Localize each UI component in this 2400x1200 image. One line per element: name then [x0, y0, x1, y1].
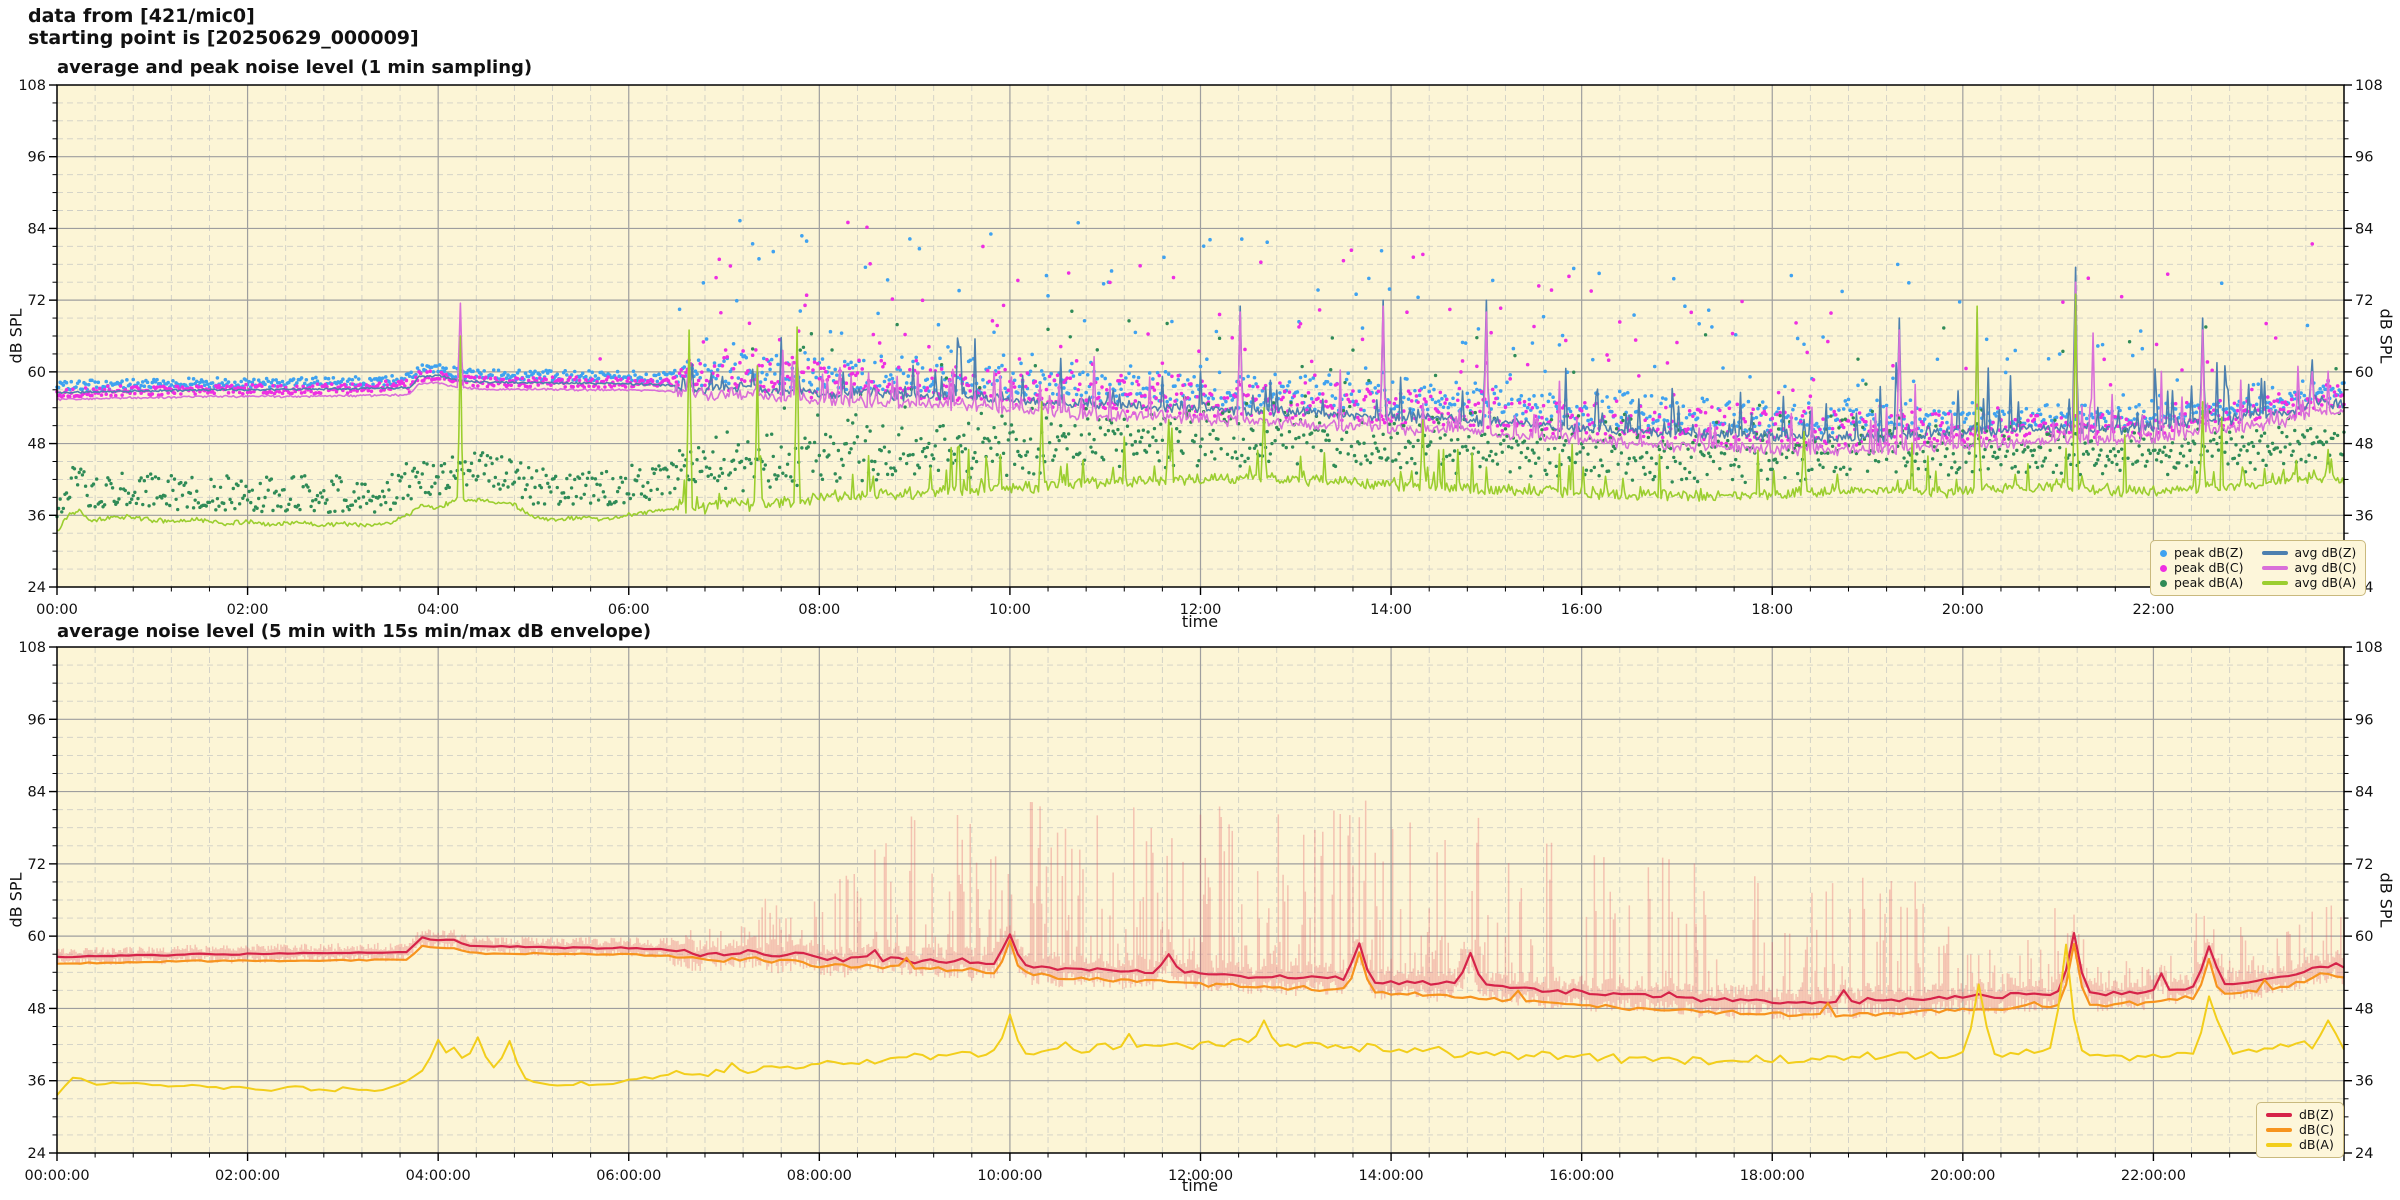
legend-label: peak dB(A) — [2174, 575, 2244, 590]
legend-label: dB(Z) — [2299, 1107, 2334, 1122]
dba-line-icon — [2266, 1143, 2292, 1147]
peak-dbc-marker-icon — [2160, 564, 2167, 572]
svg-text:60: 60 — [28, 929, 46, 945]
legend-label: avg dB(A) — [2294, 575, 2357, 590]
legend-label: avg dB(C) — [2294, 560, 2357, 575]
svg-text:06:00:00: 06:00:00 — [596, 1168, 661, 1184]
svg-text:96: 96 — [28, 150, 46, 166]
chart2-title: average noise level (5 min with 15s min/… — [57, 621, 652, 642]
svg-text:84: 84 — [2355, 221, 2373, 237]
svg-text:10:00: 10:00 — [989, 602, 1031, 618]
svg-text:24: 24 — [2355, 1146, 2373, 1162]
dbc-line-icon — [2266, 1128, 2292, 1132]
svg-text:72: 72 — [28, 857, 46, 873]
chart1-plot: 00:00 02:00 04:00 06:00 08:00 10:00 12:00 14:00… — [18, 78, 2383, 618]
svg-text:12:00: 12:00 — [1180, 602, 1222, 618]
chart2-legend: dB(Z) dB(C) dB(A) — [2256, 1102, 2344, 1158]
legend-item-avg-dbc: avg dB(C) — [2261, 560, 2357, 575]
legend-label: dB(A) — [2299, 1137, 2334, 1152]
legend-label: dB(C) — [2299, 1122, 2334, 1137]
svg-text:96: 96 — [2355, 712, 2373, 728]
svg-text:60: 60 — [2355, 365, 2373, 381]
svg-text:04:00:00: 04:00:00 — [406, 1168, 471, 1184]
svg-text:18:00: 18:00 — [1751, 602, 1793, 618]
legend-item-dbz: dB(Z) — [2266, 1108, 2334, 1122]
svg-text:10:00:00: 10:00:00 — [977, 1168, 1042, 1184]
avg-dbz-line-icon — [2261, 551, 2288, 555]
svg-text:16:00: 16:00 — [1561, 602, 1603, 618]
svg-text:36: 36 — [2355, 1074, 2373, 1090]
svg-text:22:00: 22:00 — [2133, 602, 2175, 618]
svg-text:36: 36 — [2355, 508, 2373, 524]
svg-text:84: 84 — [28, 221, 46, 237]
chart1-ylabel-right: dB SPL — [2376, 308, 2396, 364]
svg-text:12:00:00: 12:00:00 — [1168, 1168, 1233, 1184]
svg-text:20:00: 20:00 — [1942, 602, 1984, 618]
legend-item-avg-dba: avg dB(A) — [2261, 575, 2357, 590]
svg-text:08:00:00: 08:00:00 — [787, 1168, 852, 1184]
chart1-legend: peak dB(Z) peak dB(C) peak dB(A) avg dB(… — [2150, 540, 2367, 596]
svg-text:108: 108 — [18, 78, 46, 94]
svg-text:108: 108 — [18, 640, 46, 656]
legend-item-dba: dB(A) — [2266, 1138, 2334, 1152]
chart2-xlabel: time — [1181, 1176, 1219, 1195]
svg-text:00:00: 00:00 — [36, 602, 78, 618]
svg-text:60: 60 — [2355, 929, 2373, 945]
svg-text:96: 96 — [2355, 150, 2373, 166]
chart2-plot: 00:00:00 02:00:00 04:00:00 06:00:00 08:00:00… — [18, 640, 2383, 1184]
svg-text:08:00: 08:00 — [798, 602, 840, 618]
svg-text:84: 84 — [28, 785, 46, 801]
svg-text:24: 24 — [28, 580, 46, 596]
legend-item-dbc: dB(C) — [2266, 1123, 2334, 1137]
svg-text:48: 48 — [2355, 1001, 2373, 1017]
svg-text:60: 60 — [28, 365, 46, 381]
svg-text:108: 108 — [2355, 640, 2383, 656]
svg-text:14:00: 14:00 — [1370, 602, 1412, 618]
svg-text:96: 96 — [28, 712, 46, 728]
svg-text:22:00:00: 22:00:00 — [2121, 1168, 2186, 1184]
svg-text:72: 72 — [28, 293, 46, 309]
svg-text:02:00:00: 02:00:00 — [215, 1168, 280, 1184]
svg-text:48: 48 — [28, 437, 46, 453]
legend-item-peak-dbz: peak dB(Z) — [2160, 546, 2244, 560]
svg-text:14:00:00: 14:00:00 — [1359, 1168, 1424, 1184]
svg-text:72: 72 — [2355, 857, 2373, 873]
svg-text:18:00:00: 18:00:00 — [1740, 1168, 1805, 1184]
svg-text:20:00:00: 20:00:00 — [1930, 1168, 1995, 1184]
svg-text:02:00: 02:00 — [227, 602, 269, 618]
svg-text:36: 36 — [28, 1074, 46, 1090]
svg-text:24: 24 — [28, 1146, 46, 1162]
svg-text:00:00:00: 00:00:00 — [24, 1168, 89, 1184]
svg-text:48: 48 — [28, 1001, 46, 1017]
svg-text:36: 36 — [28, 508, 46, 524]
svg-text:06:00: 06:00 — [608, 602, 650, 618]
legend-item-avg-dbz: avg dB(Z) — [2261, 545, 2357, 560]
header-line2: starting point is [20250629_000009] — [28, 27, 419, 49]
chart1-title: average and peak noise level (1 min samp… — [57, 57, 533, 78]
chart1-ylabel-left: dB SPL — [6, 308, 26, 364]
header-line1: data from [421/mic0] — [28, 5, 255, 27]
legend-label: avg dB(Z) — [2294, 545, 2357, 560]
svg-text:48: 48 — [2355, 437, 2373, 453]
dbz-line-icon — [2266, 1113, 2292, 1117]
svg-text:72: 72 — [2355, 293, 2373, 309]
legend-label: peak dB(C) — [2174, 560, 2244, 575]
figure-header: data from [421/mic0] starting point is [… — [28, 5, 419, 49]
svg-text:16:00:00: 16:00:00 — [1549, 1168, 1614, 1184]
svg-text:108: 108 — [2355, 78, 2383, 94]
avg-dbc-line-icon — [2261, 566, 2288, 570]
peak-dba-marker-icon — [2160, 579, 2167, 587]
legend-label: peak dB(Z) — [2174, 545, 2244, 560]
svg-text:04:00: 04:00 — [417, 602, 459, 618]
peak-dbz-marker-icon — [2160, 549, 2167, 557]
avg-dba-line-icon — [2261, 581, 2288, 585]
legend-item-peak-dba: peak dB(A) — [2160, 576, 2244, 590]
svg-text:84: 84 — [2355, 785, 2373, 801]
chart2-ylabel-right: dB SPL — [2376, 872, 2396, 928]
chart2-ylabel-left: dB SPL — [6, 872, 26, 928]
chart1-xlabel: time — [1181, 612, 1219, 631]
legend-item-peak-dbc: peak dB(C) — [2160, 561, 2244, 575]
